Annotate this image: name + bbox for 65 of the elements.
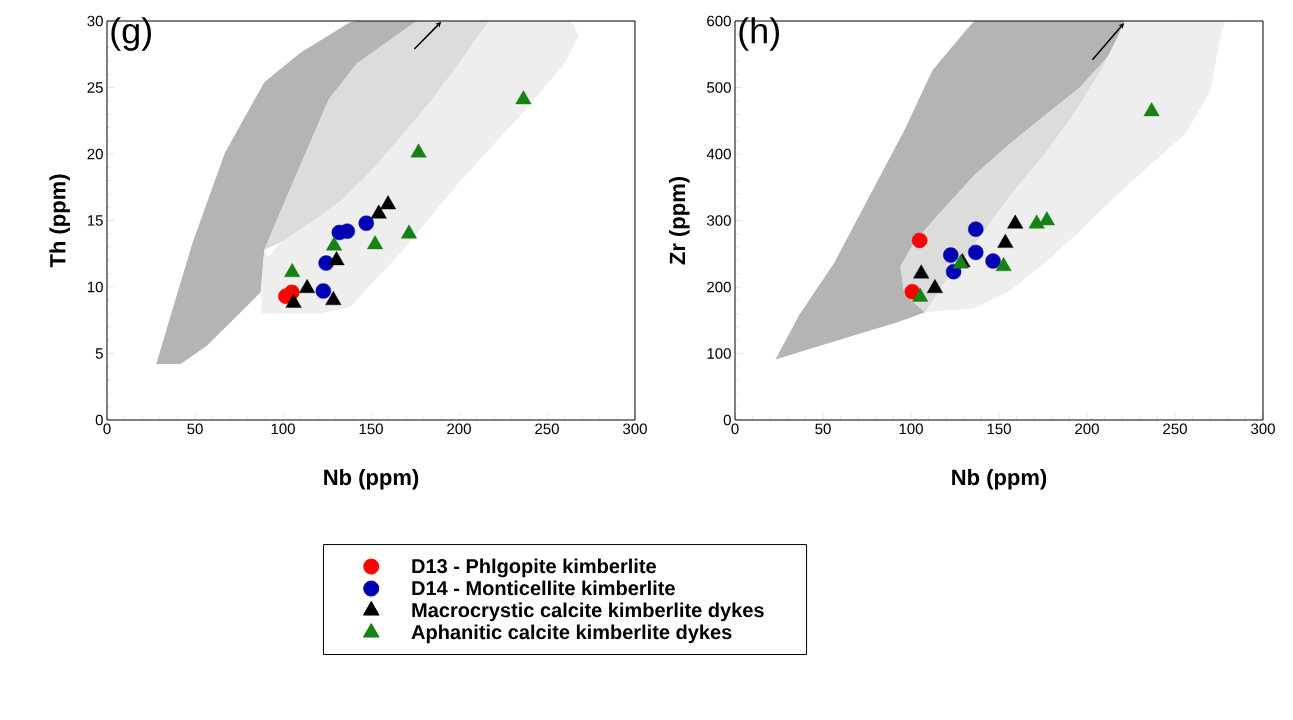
point xyxy=(380,195,397,210)
chart-title: (g) xyxy=(111,17,151,51)
x-axis-title: Nb (ppm) xyxy=(952,469,1047,490)
y-tick-label: 25 xyxy=(87,82,103,93)
x-tick-label: 0 xyxy=(731,423,739,435)
legend-label: Macrocrystic calcite kimberlite dykes xyxy=(412,602,764,622)
point xyxy=(968,221,984,237)
y-tick-label: 0 xyxy=(723,414,731,426)
point xyxy=(995,257,1012,272)
point xyxy=(1143,102,1160,117)
point xyxy=(997,233,1014,248)
x-tick-label: 250 xyxy=(535,423,559,435)
point xyxy=(325,291,342,305)
point xyxy=(912,287,929,302)
point xyxy=(285,293,302,308)
point xyxy=(370,204,387,219)
y-axis-title: Th (ppm) xyxy=(49,174,70,268)
y-tick-label: 5 xyxy=(95,348,103,359)
point xyxy=(326,236,343,251)
point xyxy=(968,244,984,261)
x-tick-label: 200 xyxy=(1075,423,1099,435)
chart-title: (h) xyxy=(739,17,779,51)
point xyxy=(284,263,301,278)
point xyxy=(1007,214,1024,229)
point xyxy=(328,251,345,266)
point xyxy=(913,264,930,279)
x-tick-label: 50 xyxy=(187,423,203,435)
x-tick-label: 50 xyxy=(815,423,831,435)
y-tick-label: 500 xyxy=(707,82,731,93)
x-tick-label: 0 xyxy=(103,423,111,435)
point xyxy=(367,235,384,250)
point xyxy=(985,253,1001,269)
x-tick-label: 300 xyxy=(623,423,647,435)
point xyxy=(315,283,332,299)
point xyxy=(401,224,418,239)
y-tick-label: 100 xyxy=(707,348,731,359)
y-axis-title: Zr (ppm) xyxy=(669,177,690,265)
point xyxy=(410,143,427,158)
y-tick-label: 600 xyxy=(707,15,731,27)
y-tick-label: 15 xyxy=(87,215,103,226)
x-tick-label: 150 xyxy=(987,423,1011,435)
legend-label: D14 - Monticellite kimberlite xyxy=(412,580,675,596)
point xyxy=(943,247,959,263)
y-tick-label: 300 xyxy=(707,215,731,226)
point xyxy=(911,232,928,249)
point xyxy=(926,279,943,294)
point xyxy=(358,215,374,231)
x-tick-label: 200 xyxy=(447,423,471,435)
legend-label: Aphanitic calcite kimberlite dykes xyxy=(411,624,732,644)
legend-label: D13 - Phlgopite kimberlite xyxy=(412,558,656,578)
x-tick-label: 100 xyxy=(899,423,923,435)
y-tick-label: 30 xyxy=(87,15,103,27)
y-tick-label: 400 xyxy=(706,148,731,160)
point xyxy=(515,90,532,105)
x-tick-label: 250 xyxy=(1163,423,1187,435)
x-tick-label: 150 xyxy=(359,423,383,435)
y-tick-label: 20 xyxy=(87,148,103,160)
point xyxy=(1038,211,1055,226)
point xyxy=(299,279,316,294)
x-tick-label: 100 xyxy=(271,423,295,435)
x-tick-label: 300 xyxy=(1251,423,1275,435)
y-tick-label: 200 xyxy=(707,281,731,293)
y-tick-label: 10 xyxy=(87,281,103,293)
y-tick-label: 0 xyxy=(95,414,103,426)
x-axis-title: Nb (ppm) xyxy=(324,469,419,490)
